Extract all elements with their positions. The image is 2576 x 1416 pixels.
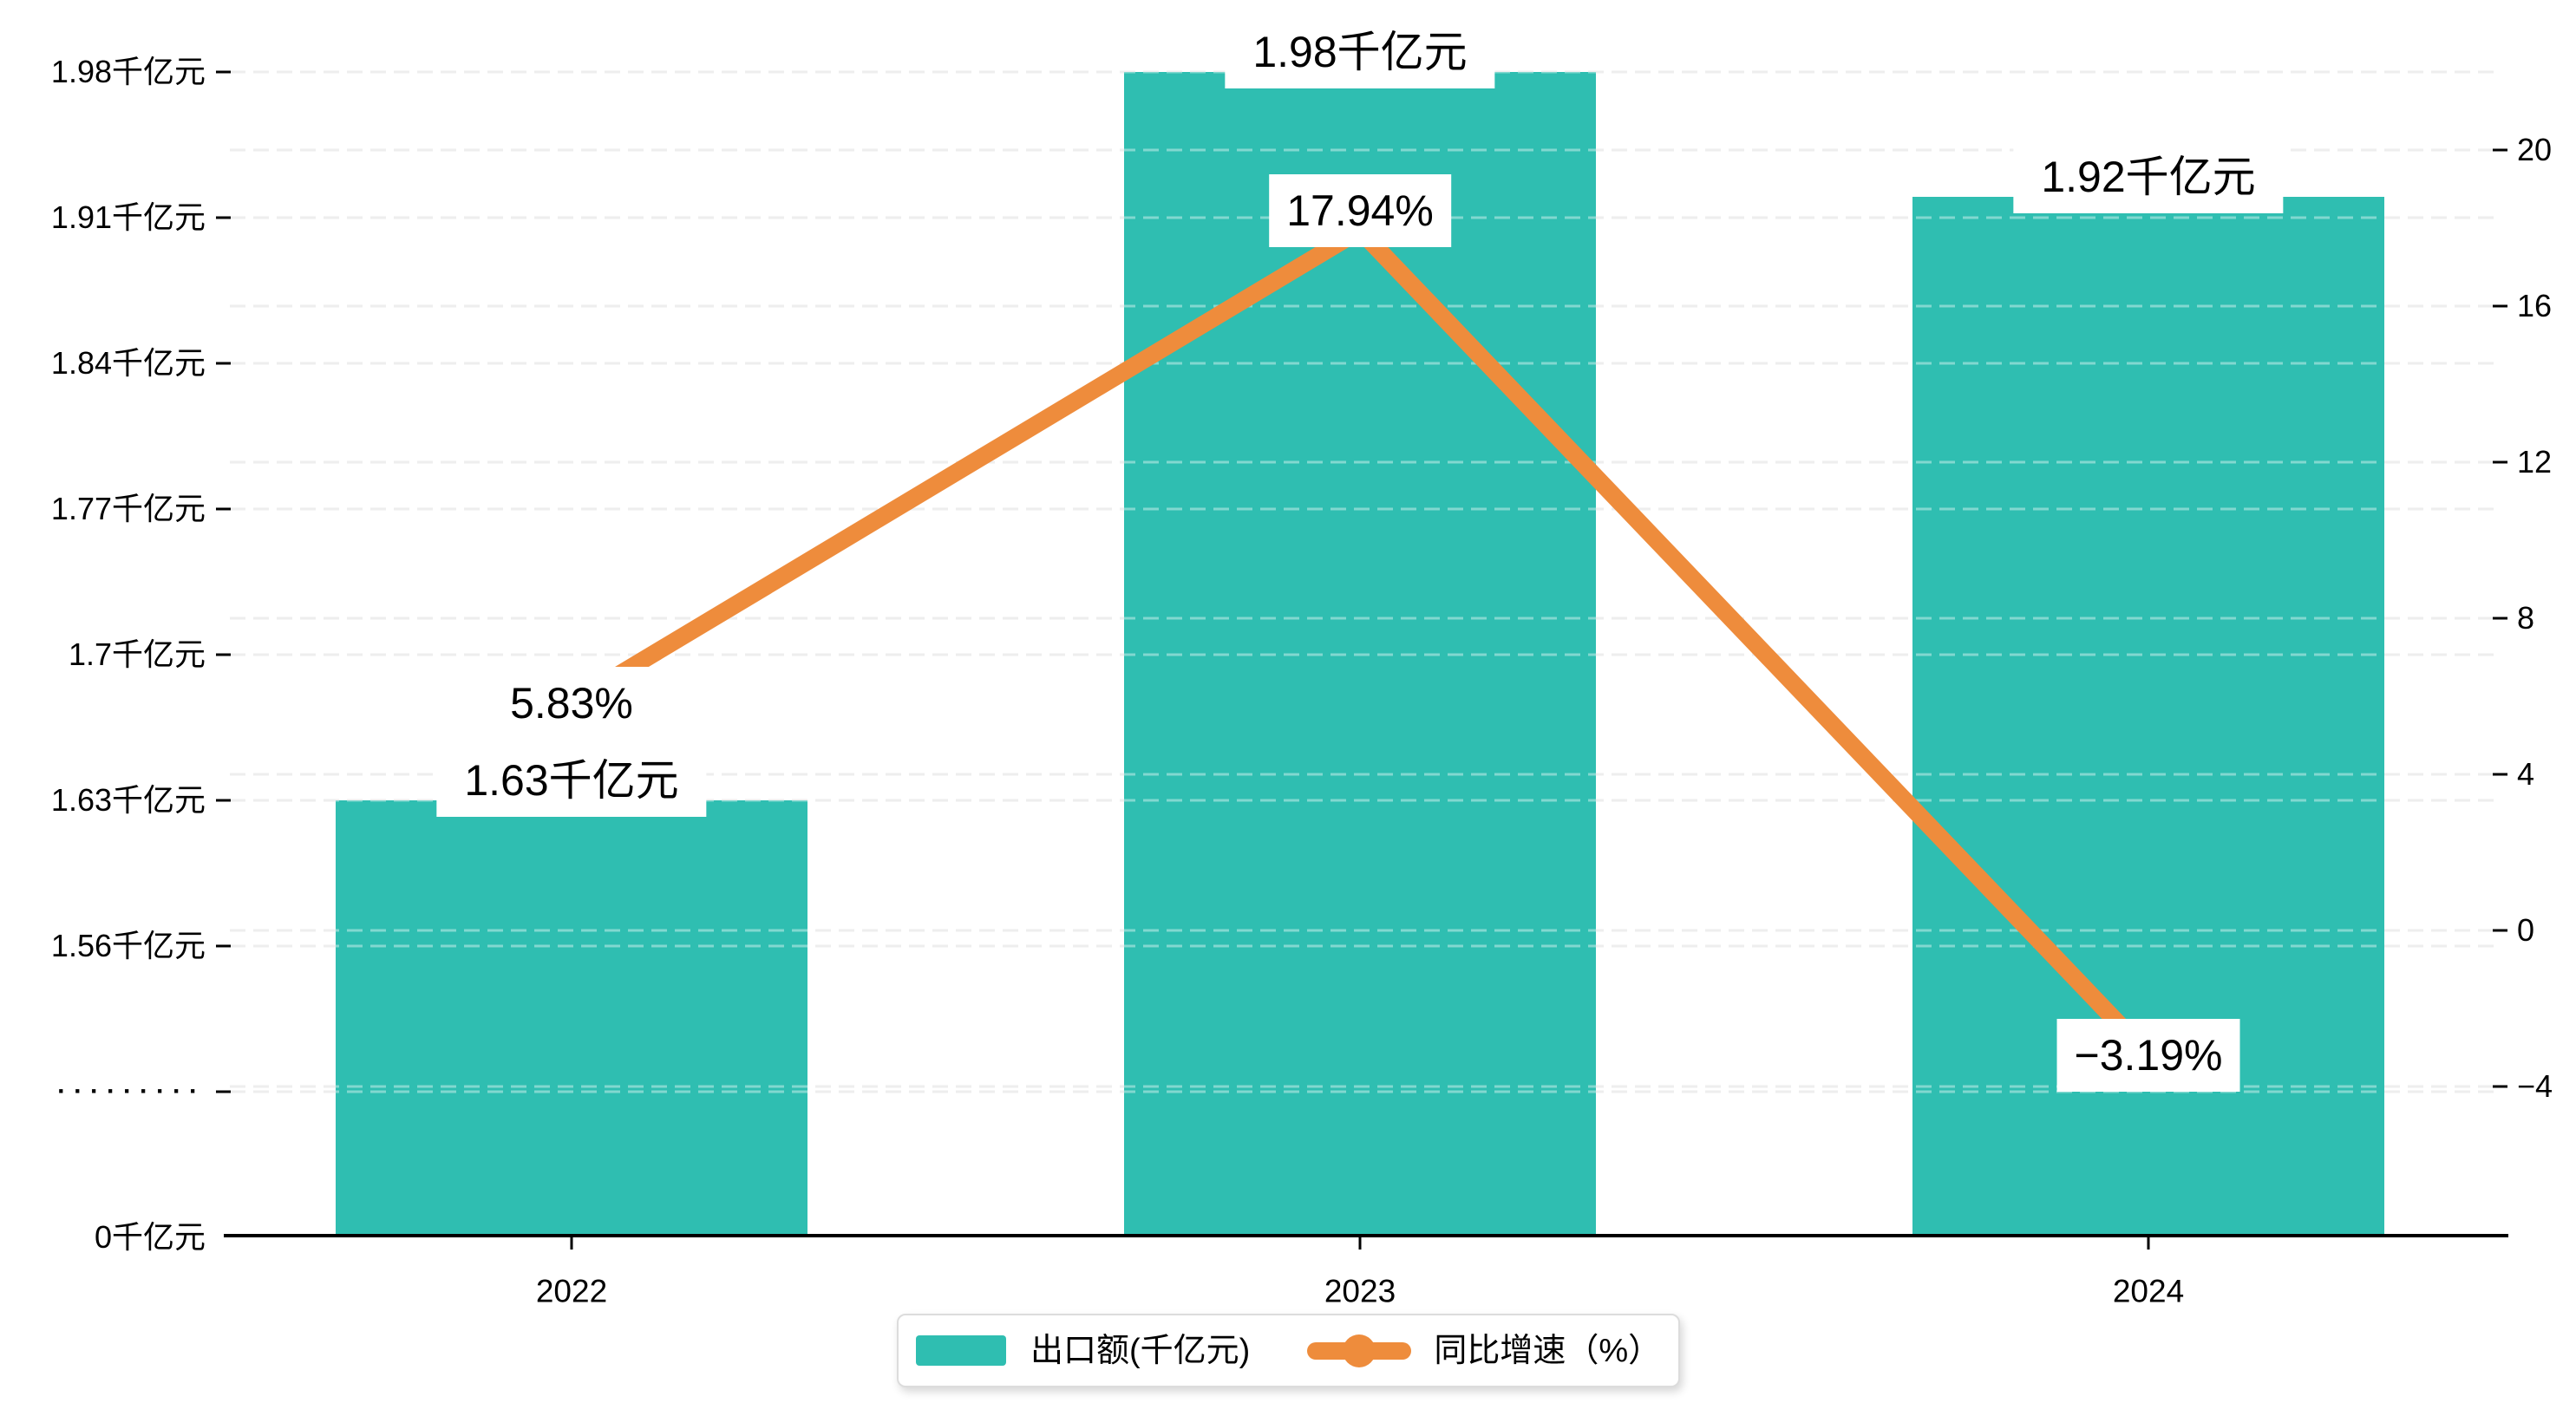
legend: 出口额(千亿元) 同比增速（%） — [897, 1314, 1681, 1387]
bar-series-swatch[interactable] — [916, 1335, 1006, 1366]
line-marker-dot — [1343, 1334, 1376, 1367]
legend-label-export[interactable]: 出口额(千亿元) — [1030, 1332, 1251, 1369]
line-series-marker-icon[interactable] — [1307, 1334, 1412, 1368]
bar-2023[interactable] — [1124, 72, 1596, 1236]
bar-2024[interactable] — [1912, 197, 2384, 1236]
bar-2022[interactable] — [336, 800, 807, 1236]
bar-series — [336, 72, 2384, 1236]
legend-label-growth[interactable]: 同比增速（%） — [1434, 1332, 1662, 1369]
